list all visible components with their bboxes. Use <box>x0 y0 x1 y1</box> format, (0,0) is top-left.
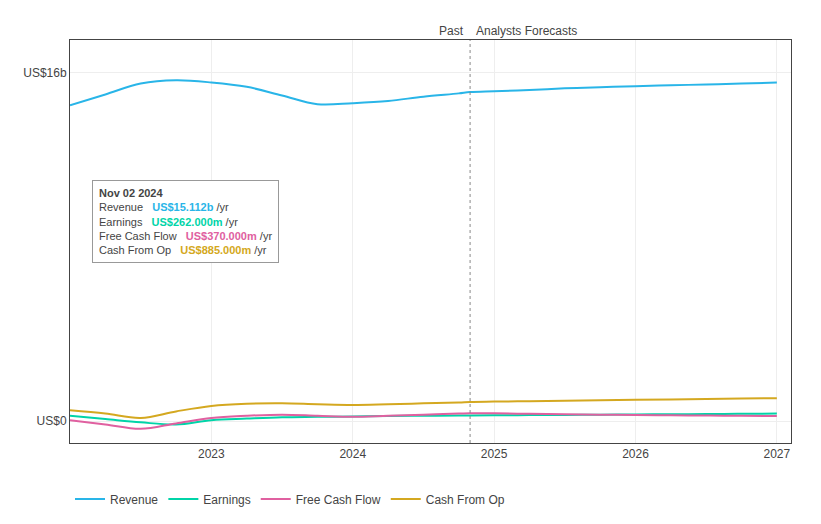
svg-text:2025: 2025 <box>481 447 508 461</box>
svg-text:Revenue: Revenue <box>110 493 158 507</box>
svg-text:Cash From Op: Cash From Op <box>426 493 505 507</box>
svg-text:2027: 2027 <box>764 447 791 461</box>
svg-text:Past: Past <box>439 24 464 38</box>
svg-text:2026: 2026 <box>622 447 649 461</box>
svg-text:2024: 2024 <box>339 447 366 461</box>
svg-text:2023: 2023 <box>198 447 225 461</box>
svg-text:Free Cash Flow: Free Cash Flow <box>296 493 381 507</box>
svg-text:Analysts Forecasts: Analysts Forecasts <box>476 24 577 38</box>
svg-text:US$16b: US$16b <box>23 66 67 80</box>
svg-text:US$0: US$0 <box>37 414 67 428</box>
svg-text:Nov 02 2024Revenue US$15.112: Nov 02 2024Revenue US$15.112b /yrEarning… <box>99 187 272 256</box>
svg-text:Earnings: Earnings <box>203 493 250 507</box>
